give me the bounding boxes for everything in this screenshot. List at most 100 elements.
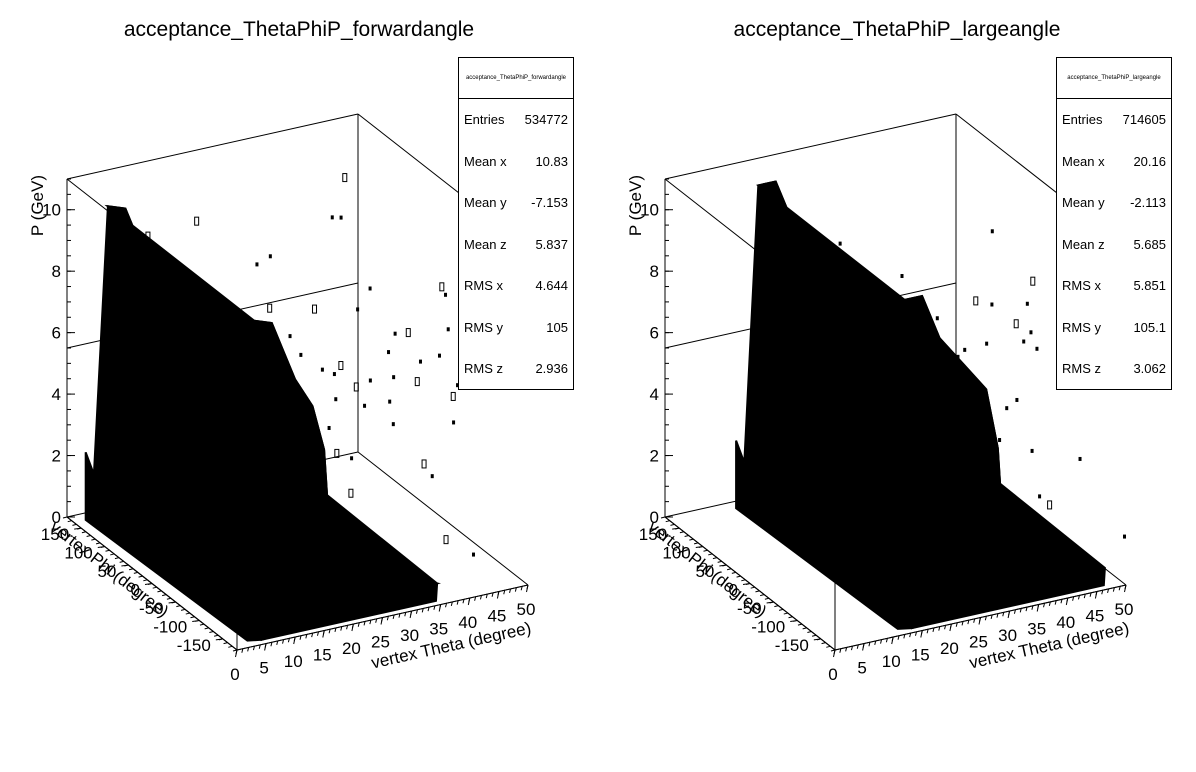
x-minor-tick [1048,601,1051,607]
x-minor-tick [328,629,331,634]
y-minor-tick [826,645,831,648]
sparse-bin [213,402,217,407]
sparse-bin [332,372,336,377]
y-minor-tick [750,586,755,589]
y-minor-tick [755,590,760,593]
x-minor-tick [868,642,871,647]
x-minor-tick [961,621,964,626]
sparse-bin [1038,565,1042,570]
y-minor-tick [204,627,209,630]
x-tick-label: 35 [1027,620,1046,639]
y-minor-tick [830,649,836,652]
stats-label: RMS y [1062,319,1101,335]
x-tick-label: 0 [230,665,239,684]
sparse-bin [985,341,989,346]
z-tick-label: 6 [650,324,659,343]
y-minor-tick [62,516,68,519]
x-minor-tick [1095,591,1098,596]
x-minor-tick [439,604,442,609]
y-minor-tick [703,549,708,552]
sparse-bin [327,425,331,430]
x-tick-label: 40 [1056,613,1075,632]
stats-value: 534772 [524,112,568,128]
sparse-bin [857,423,861,428]
x-tick-label: 15 [313,646,332,665]
sparse-bin [393,331,397,336]
sparse-bin [951,441,955,446]
x-minor-tick [270,642,273,647]
x-axis-title: vertex Theta (degree) [967,618,1130,672]
y-tick-label: 150 [41,525,69,544]
sparse-bin [984,433,990,443]
y-minor-tick [712,557,718,560]
stats-row: Entries 714605 [1057,99,1171,141]
x-minor-tick [293,636,296,642]
sparse-bin [891,510,895,515]
sparse-bin [439,282,445,292]
y-minor-tick [218,638,223,641]
y-minor-tick [86,534,91,537]
x-tick-label: 20 [940,639,959,658]
x-minor-tick [287,638,290,643]
stats-row: Mean x 20.16 [1057,141,1171,183]
sparse-bin [288,334,292,339]
sparse-bin [1005,406,1009,411]
x-minor-tick [880,639,883,644]
x-minor-tick [479,595,482,600]
x-minor-tick [1060,599,1063,604]
sparse-bin [263,444,269,454]
x-minor-tick [1101,590,1104,595]
y-minor-tick [670,523,675,526]
sparse-bin [894,355,898,360]
sparse-bin [1030,276,1036,286]
sparse-bin [194,216,200,226]
box-edge [66,113,359,180]
x-minor-tick [381,617,383,622]
stats-row: RMS y 105.1 [1057,307,1171,349]
y-minor-tick [783,612,788,615]
sparse-bin [350,456,354,461]
stats-value: 3.062 [1133,361,1166,377]
y-minor-tick [778,608,784,611]
sparse-bin [821,502,825,507]
x-minor-tick [363,621,366,626]
sparse-bin [818,371,822,376]
x-minor-tick [346,625,349,630]
y-tick-label: 0 [729,581,738,600]
y-tick-label: 100 [662,544,690,563]
sparse-bin [363,403,367,408]
sparse-bin [884,395,888,400]
x-minor-tick [1066,597,1069,603]
sparse-bin [935,316,939,321]
y-minor-tick [209,631,214,634]
x-minor-tick [1002,612,1005,617]
x-minor-tick [1089,592,1092,597]
sparse-bin [927,340,931,345]
stats-value: 105 [546,319,568,335]
x-minor-tick [944,625,947,630]
y-tick-label: -150 [177,636,211,655]
x-tick-label: 10 [284,652,303,671]
sparse-bin [312,304,318,314]
y-minor-tick [717,560,722,563]
x-minor-tick [299,635,302,640]
sparse-bin [880,297,884,302]
x-minor-tick [955,622,958,627]
stats-label: RMS z [464,361,503,377]
x-tick-label: 50 [1115,600,1134,619]
y-minor-tick [119,560,124,563]
sparse-bin [405,328,411,338]
y-tick-label: -50 [737,599,762,618]
sparse-bin [895,396,899,401]
sparse-bin [909,434,913,439]
sparse-bin [207,509,211,514]
sparse-bin [877,500,881,505]
x-tick-label: 50 [517,600,536,619]
x-minor-tick [926,629,929,634]
x-minor-tick [503,590,506,595]
y-minor-tick [77,527,82,530]
y-minor-tick [133,571,138,574]
z-tick-label: 10 [42,201,61,220]
stats-row: Mean y -2.113 [1057,182,1171,224]
